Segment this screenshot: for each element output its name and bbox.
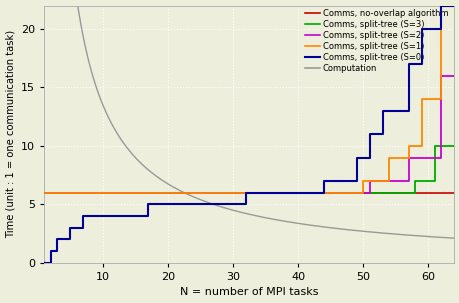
- Legend: Comms, no-overlap algorithm, Comms, split-tree (S=3), Comms, split-tree (S=2), C: Comms, no-overlap algorithm, Comms, spli…: [302, 7, 449, 75]
- Y-axis label: Time (unit : 1 = one communication task): Time (unit : 1 = one communication task): [6, 30, 16, 238]
- X-axis label: N = number of MPI tasks: N = number of MPI tasks: [180, 288, 318, 298]
